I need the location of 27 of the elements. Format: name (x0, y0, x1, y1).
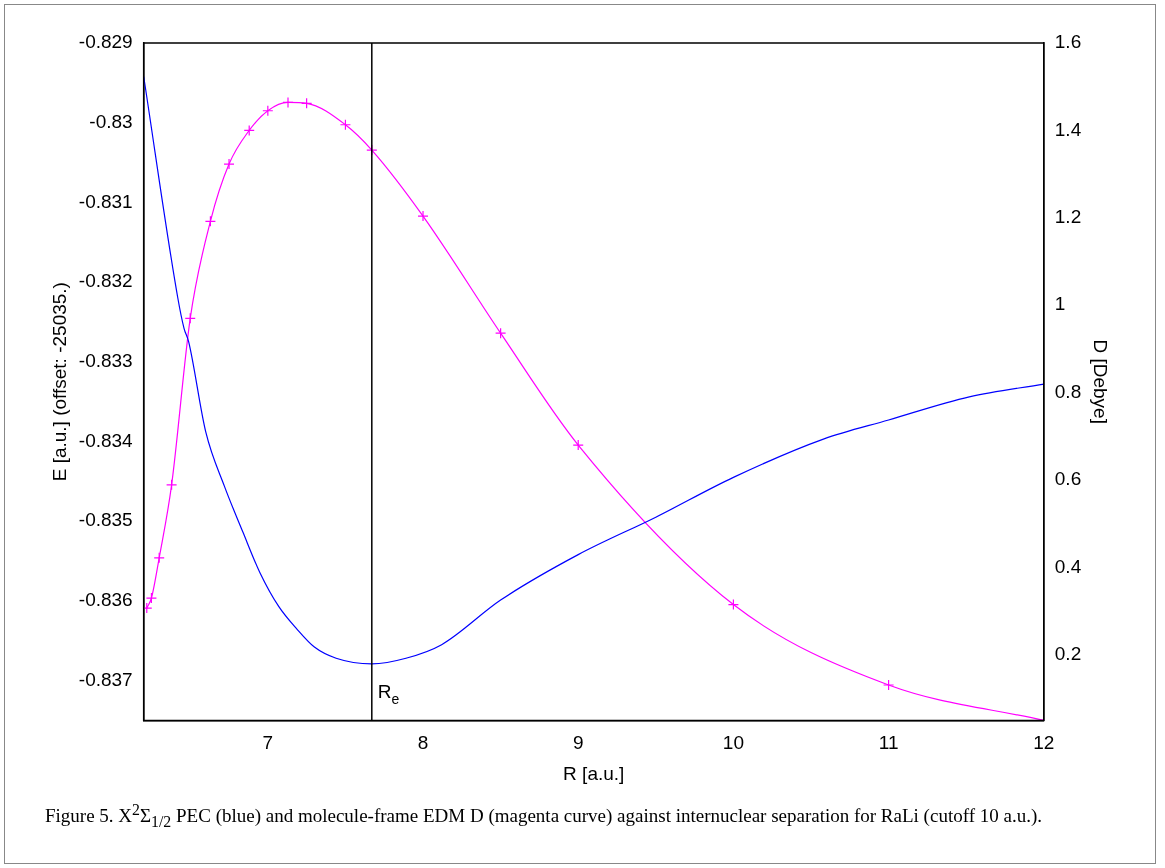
y2-tick-label: 0.2 (1054, 643, 1082, 665)
y-tick-label: -0.831 (78, 190, 133, 212)
y2-tick-label: 0.6 (1054, 468, 1082, 490)
y2-tick-label: 1.4 (1054, 118, 1082, 140)
y-tick-label: -0.834 (78, 429, 134, 451)
x-tick-label: 11 (878, 732, 899, 754)
y-tick-label: -0.837 (78, 668, 133, 690)
x-tick-label: 8 (417, 732, 429, 754)
y2-axis-title: D [Debye] (1090, 339, 1112, 424)
y2-tick-label: 1.2 (1054, 206, 1082, 228)
x-tick-label: 7 (262, 732, 274, 754)
y-tick-label: -0.83 (89, 110, 133, 132)
y-tick-label: -0.836 (78, 589, 133, 611)
y-tick-label: -0.832 (78, 270, 133, 292)
y2-tick-label: 0.4 (1054, 555, 1082, 577)
x-tick-label: 9 (572, 732, 584, 754)
y-axis-title: E [a.u.] (offset: -25035.) (48, 282, 70, 482)
y-tick-label: -0.833 (78, 350, 133, 372)
caption: Figure 5. X$^{2}$Σ$_{1/2}$ PEC (blue) and molecule-frame EDM D (magenta curve) against internuclear separation for RaLi (cutoff 10 a.u.). (45, 800, 1043, 833)
x-axis-title: R [a.u.] (563, 762, 625, 784)
x-tick-label: 12 (1033, 732, 1055, 754)
y2-tick-label: 0.8 (1054, 380, 1082, 402)
x-tick-label: 10 (722, 732, 744, 754)
y-tick-label: -0.835 (78, 509, 133, 531)
y2-tick-label: 1.6 (1054, 31, 1082, 53)
y2-tick-label: 1 (1054, 293, 1066, 315)
y-tick-label: -0.829 (78, 31, 133, 53)
